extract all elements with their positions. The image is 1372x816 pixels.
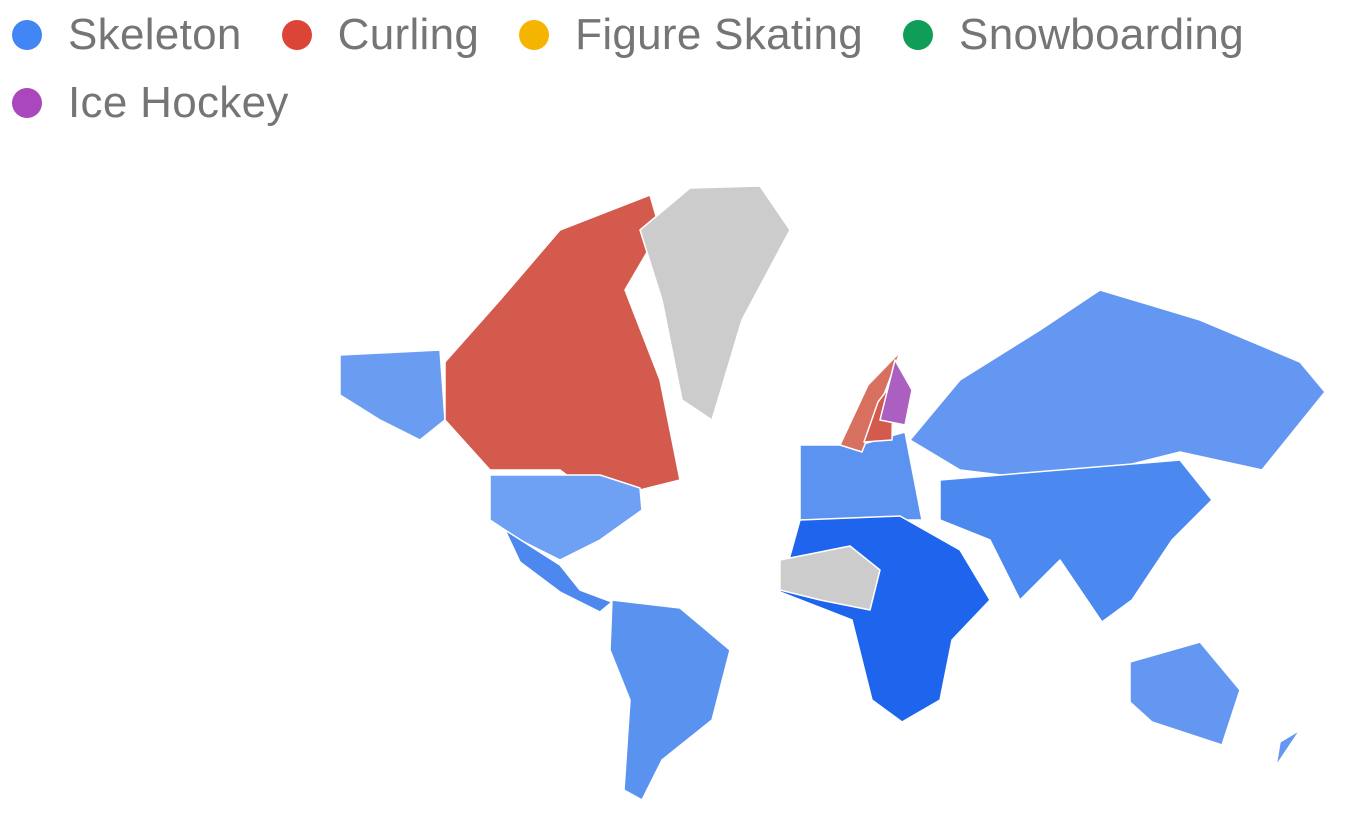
legend: Skeleton Curling Figure Skating Snowboar… <box>12 8 1352 130</box>
skeleton-dot-icon <box>12 20 42 50</box>
region-asia[interactable] <box>939 459 1213 623</box>
region-australia[interactable] <box>1129 641 1241 746</box>
legend-item-skeleton[interactable]: Skeleton <box>12 8 242 62</box>
region-africa[interactable] <box>779 515 991 723</box>
legend-item-curling[interactable]: Curling <box>281 8 480 62</box>
snowboarding-dot-icon <box>903 20 934 50</box>
legend-item-figure-skating[interactable]: Figure Skating <box>519 8 863 62</box>
legend-label: Ice Hockey <box>68 78 289 127</box>
legend-item-snowboarding[interactable]: Snowboarding <box>903 8 1244 62</box>
region-canada[interactable] <box>444 194 681 501</box>
legend-label: Curling <box>337 10 480 59</box>
region-south-america[interactable] <box>609 599 731 801</box>
region-usa[interactable] <box>489 474 643 561</box>
legend-label: Snowboarding <box>959 10 1244 59</box>
ice-hockey-dot-icon <box>12 88 42 118</box>
region-alaska[interactable] <box>339 349 446 441</box>
legend-item-ice-hockey[interactable]: Ice Hockey <box>12 76 289 130</box>
region-central-america[interactable] <box>504 529 613 613</box>
curling-dot-icon <box>281 20 312 50</box>
legend-label: Skeleton <box>68 10 242 59</box>
region-finland[interactable] <box>879 359 913 426</box>
region-new-zealand[interactable] <box>1275 729 1301 767</box>
legend-label: Figure Skating <box>575 10 864 59</box>
figure-skating-dot-icon <box>519 20 550 50</box>
region-west-africa[interactable] <box>779 545 881 611</box>
region-greenland[interactable] <box>639 185 791 421</box>
region-russia[interactable] <box>909 289 1326 483</box>
